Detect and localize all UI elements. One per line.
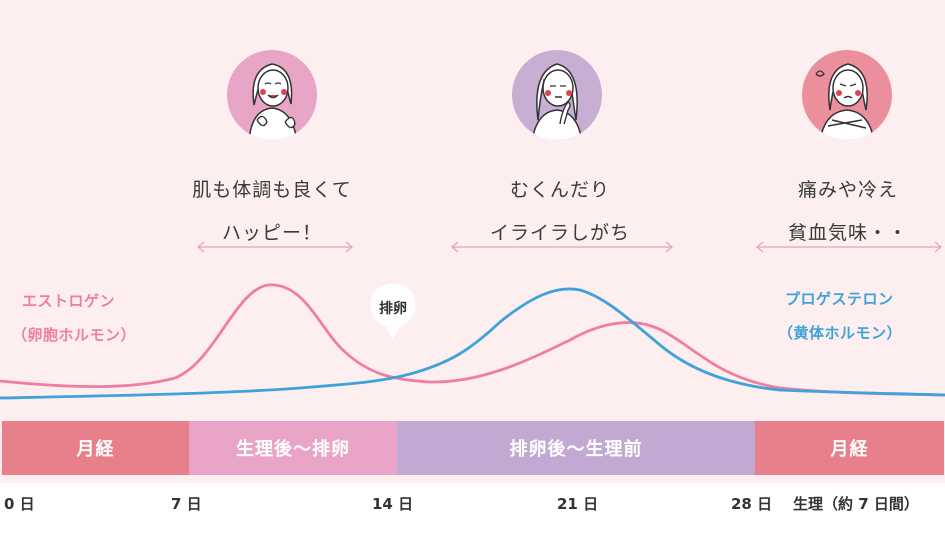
ovulation-bubble [370, 283, 416, 341]
caption-happy-line1: 肌も体調も良くて [192, 179, 352, 201]
estrogen-label-line1: エストロゲン [22, 292, 116, 310]
estrogen-curve [0, 283, 945, 397]
phase-segment-menstruation: 月経 [2, 421, 189, 475]
avatar-irritated [512, 50, 602, 140]
menstruation-duration-label: 生理（約 7 日間） [793, 495, 919, 513]
caption-pain-line1: 痛みや冷え [797, 179, 898, 201]
day-label-21: 21 日 [557, 495, 599, 513]
day-label-14: 14 日 [372, 495, 414, 513]
phase-segment-luteal: 排卵後〜生理前 [397, 421, 755, 475]
ovulation-label: 排卵 [379, 301, 407, 317]
caption-happy-line2: ハッピー！ [221, 222, 322, 244]
phase-segment-menstruation-2: 月経 [755, 421, 944, 475]
caption-pain-line2: 貧血気味・・ [787, 222, 908, 244]
progesterone-curve [0, 287, 945, 400]
day-label-7: 7 日 [171, 495, 202, 513]
range-arrow-pain [756, 241, 942, 253]
diagram-background [0, 0, 945, 483]
phase-bar: 月経 生理後〜排卵 排卵後〜生理前 月経 [2, 421, 944, 475]
progesterone-label-line1: プロゲステロン [785, 290, 894, 308]
avatar-happy [227, 50, 317, 140]
hormone-curves [0, 283, 945, 400]
range-arrow-happy [197, 241, 353, 253]
caption-irritated-line1: むくんだり [509, 179, 610, 201]
day-label-0: 0 日 [4, 495, 35, 513]
caption-irritated-line2: イライラしがち [489, 222, 630, 244]
avatar-pain [802, 50, 892, 140]
phase-label: 排卵後〜生理前 [509, 439, 643, 460]
woman-troubled-icon [815, 63, 875, 140]
day-label-28: 28 日 [731, 495, 773, 513]
phase-segment-follicular: 生理後〜排卵 [189, 421, 397, 475]
woman-thinking-icon [531, 63, 583, 140]
woman-smiling-icon [248, 63, 298, 140]
phase-label: 月経 [76, 439, 115, 460]
range-arrow-irritated [451, 241, 673, 253]
phase-label: 月経 [830, 439, 869, 460]
phase-label: 生理後〜排卵 [236, 439, 350, 460]
progesterone-label-line2: （黄体ホルモン） [778, 324, 903, 342]
estrogen-label-line2: （卵胞ホルモン） [12, 326, 137, 344]
